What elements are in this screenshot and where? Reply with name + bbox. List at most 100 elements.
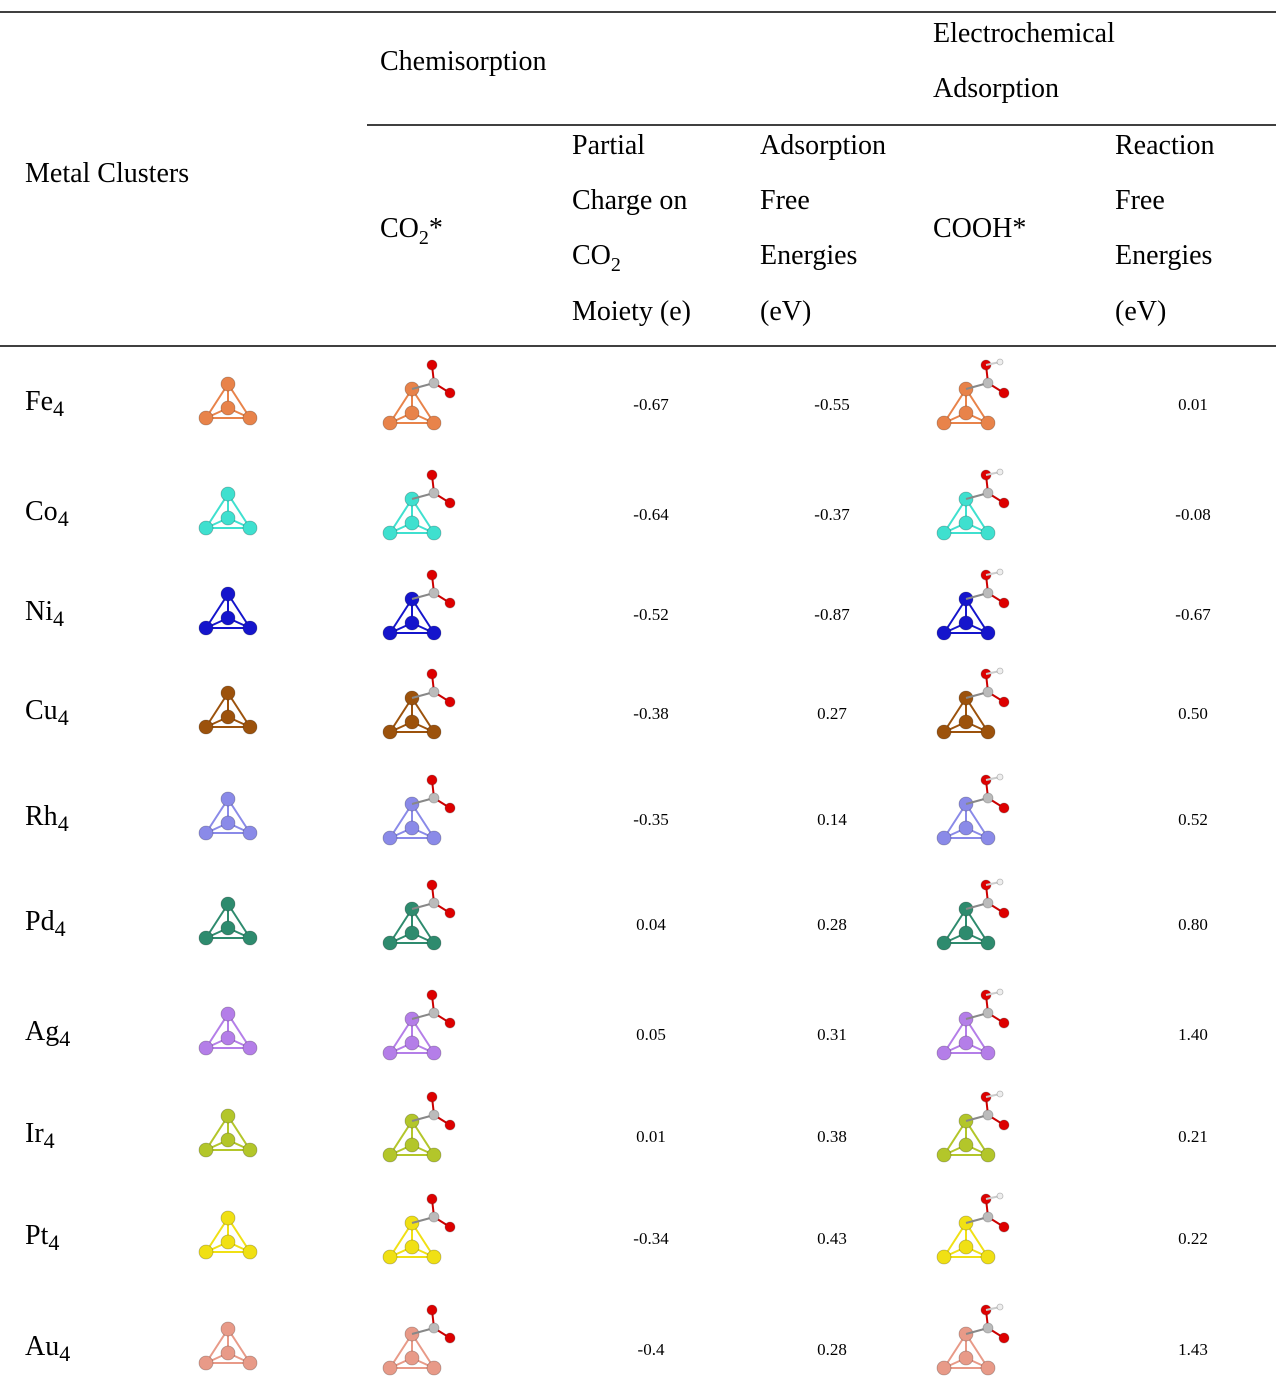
atom bbox=[997, 1193, 1003, 1199]
atom bbox=[221, 487, 235, 501]
cell-value: 0.01 bbox=[1178, 395, 1208, 414]
atom bbox=[383, 526, 397, 540]
molecule-icon bbox=[937, 359, 1009, 430]
atom bbox=[405, 715, 419, 729]
atom bbox=[427, 669, 437, 679]
header-cell: (eV) bbox=[760, 296, 811, 327]
atom bbox=[383, 1148, 397, 1162]
subscript: 2 bbox=[419, 227, 429, 249]
atom bbox=[405, 516, 419, 530]
atom bbox=[981, 1148, 995, 1162]
atom bbox=[959, 1351, 973, 1365]
atom bbox=[383, 416, 397, 430]
atom bbox=[981, 1361, 995, 1375]
atom bbox=[429, 1212, 439, 1222]
molecule-icon bbox=[937, 1304, 1009, 1375]
atom bbox=[429, 378, 439, 388]
header-cell: Free bbox=[1115, 185, 1165, 216]
header-group: Chemisorption bbox=[380, 46, 546, 77]
atom bbox=[445, 803, 455, 813]
atom bbox=[983, 898, 993, 908]
molecule-icon bbox=[937, 989, 1009, 1060]
atom bbox=[937, 831, 951, 845]
atom bbox=[997, 774, 1003, 780]
atom bbox=[199, 720, 213, 734]
atom bbox=[983, 1008, 993, 1018]
atom bbox=[429, 488, 439, 498]
atom bbox=[429, 898, 439, 908]
molecule-icon bbox=[199, 587, 257, 635]
cell-value: 0.80 bbox=[1178, 915, 1208, 934]
molecule-icon bbox=[937, 469, 1009, 540]
atom bbox=[997, 1091, 1003, 1097]
atom bbox=[959, 926, 973, 940]
atom bbox=[429, 793, 439, 803]
atom bbox=[445, 388, 455, 398]
header-cell: Adsorption bbox=[760, 130, 886, 161]
molecule-icon bbox=[383, 880, 455, 950]
atom bbox=[429, 1110, 439, 1120]
subscript: 4 bbox=[44, 1128, 55, 1153]
atom bbox=[959, 1036, 973, 1050]
cell-value: 0.28 bbox=[817, 915, 847, 934]
atom bbox=[981, 1250, 995, 1264]
molecule-icon bbox=[937, 774, 1009, 845]
text: Ag bbox=[25, 1016, 59, 1047]
header-cell: CO2 bbox=[572, 240, 621, 276]
atom bbox=[383, 1361, 397, 1375]
cell-value: 0.28 bbox=[817, 1340, 847, 1359]
cell-value: -0.64 bbox=[633, 505, 669, 524]
atom bbox=[427, 725, 441, 739]
atom bbox=[427, 1250, 441, 1264]
atom bbox=[999, 498, 1009, 508]
cell-value: 0.14 bbox=[817, 810, 847, 829]
atom bbox=[959, 715, 973, 729]
cluster-label: Fe4 bbox=[25, 386, 64, 421]
atom bbox=[221, 710, 235, 724]
atom bbox=[999, 697, 1009, 707]
cell-value: 0.50 bbox=[1178, 704, 1208, 723]
atom bbox=[937, 526, 951, 540]
atom bbox=[983, 793, 993, 803]
atom bbox=[445, 697, 455, 707]
atom bbox=[199, 931, 213, 945]
atom bbox=[405, 406, 419, 420]
atom bbox=[221, 897, 235, 911]
atom bbox=[429, 588, 439, 598]
molecule-icon bbox=[199, 487, 257, 535]
atom bbox=[427, 526, 441, 540]
atom bbox=[243, 411, 257, 425]
atom bbox=[937, 626, 951, 640]
atom bbox=[997, 989, 1003, 995]
atom bbox=[445, 1120, 455, 1130]
cell-value: -0.34 bbox=[633, 1229, 669, 1248]
atom bbox=[221, 511, 235, 525]
atom bbox=[997, 668, 1003, 674]
atom bbox=[997, 569, 1003, 575]
atom bbox=[221, 1322, 235, 1336]
header-group: Electrochemical bbox=[933, 18, 1115, 49]
cell-value: 0.22 bbox=[1178, 1229, 1208, 1248]
atom bbox=[445, 1018, 455, 1028]
atom bbox=[427, 936, 441, 950]
atom bbox=[243, 521, 257, 535]
atom bbox=[243, 826, 257, 840]
header-cell: Moiety (e) bbox=[572, 296, 691, 327]
atom bbox=[243, 1143, 257, 1157]
atom bbox=[445, 598, 455, 608]
header-group: Adsorption bbox=[933, 73, 1059, 104]
atom bbox=[199, 521, 213, 535]
atom bbox=[427, 775, 437, 785]
atom bbox=[199, 1356, 213, 1370]
atom bbox=[999, 908, 1009, 918]
cell-value: -0.37 bbox=[814, 505, 850, 524]
atom bbox=[937, 1148, 951, 1162]
molecule-icon bbox=[199, 897, 257, 945]
atom bbox=[999, 1222, 1009, 1232]
atom bbox=[383, 626, 397, 640]
cell-value: -0.4 bbox=[638, 1340, 665, 1359]
cluster-label: Ag4 bbox=[25, 1016, 70, 1051]
molecule-icon bbox=[383, 1092, 455, 1162]
molecule-icon bbox=[199, 1109, 257, 1157]
atom bbox=[937, 1361, 951, 1375]
